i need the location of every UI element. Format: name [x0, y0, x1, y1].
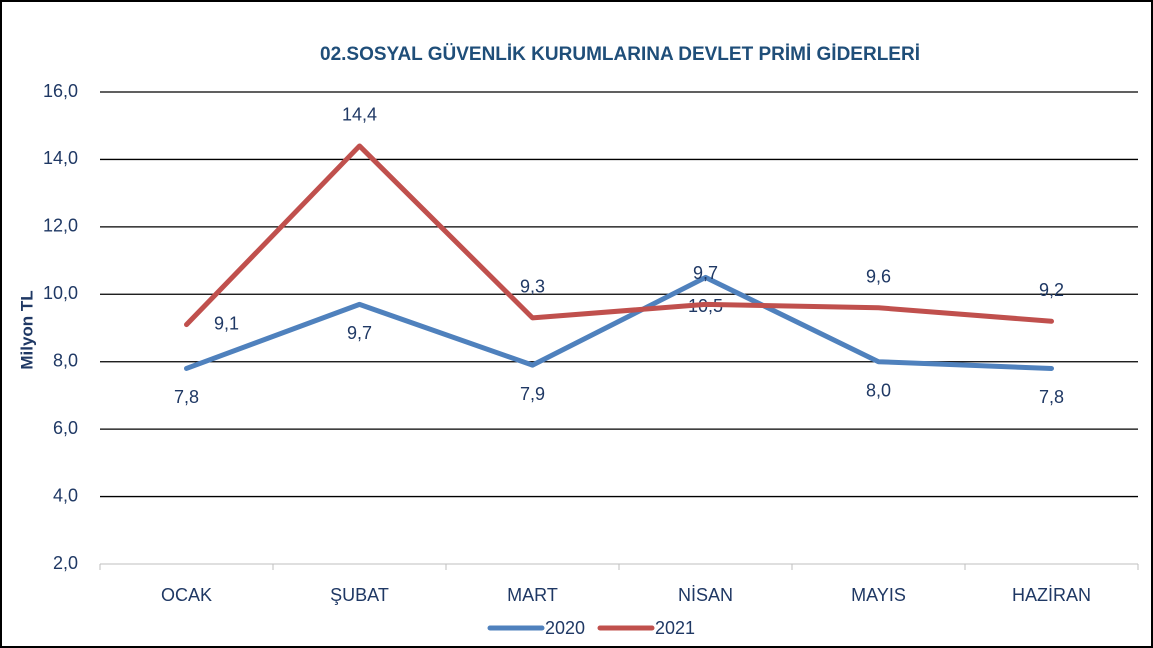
y-tick-label: 16,0 — [43, 81, 78, 101]
y-tick-label: 2,0 — [53, 553, 78, 573]
legend-label: 2021 — [655, 618, 695, 638]
y-tick-label: 8,0 — [53, 350, 78, 370]
y-tick-label: 4,0 — [53, 485, 78, 505]
y-tick-label: 6,0 — [53, 418, 78, 438]
x-tick-label: MART — [507, 585, 558, 605]
data-label: 9,7 — [693, 263, 718, 283]
y-tick-label: 10,0 — [43, 283, 78, 303]
data-label: 7,9 — [520, 384, 545, 404]
y-tick-label: 14,0 — [43, 148, 78, 168]
data-label: 9,6 — [866, 267, 891, 287]
line — [184, 274, 1054, 371]
x-tick-label: OCAK — [161, 585, 212, 605]
data-label: 7,8 — [174, 387, 199, 407]
x-tick-label: NİSAN — [678, 585, 733, 605]
x-tick-label: ŞUBAT — [330, 585, 389, 605]
data-label: 9,1 — [214, 313, 239, 333]
data-label: 8,0 — [866, 380, 891, 400]
data-label: 14,4 — [342, 105, 377, 125]
x-tick-label: MAYIS — [851, 585, 906, 605]
data-label: 9,3 — [520, 277, 545, 297]
y-axis-label: Milyon TL — [17, 290, 36, 369]
data-label: 9,7 — [347, 323, 372, 343]
data-label: 7,8 — [1039, 387, 1064, 407]
line — [184, 143, 1054, 328]
y-tick-label: 12,0 — [43, 216, 78, 236]
legend-label: 2020 — [545, 618, 585, 638]
x-tick-label: HAZİRAN — [1012, 585, 1091, 605]
chart-title: 02.SOSYAL GÜVENLİK KURUMLARINA DEVLET PR… — [320, 44, 920, 65]
data-label: 9,2 — [1039, 280, 1064, 300]
